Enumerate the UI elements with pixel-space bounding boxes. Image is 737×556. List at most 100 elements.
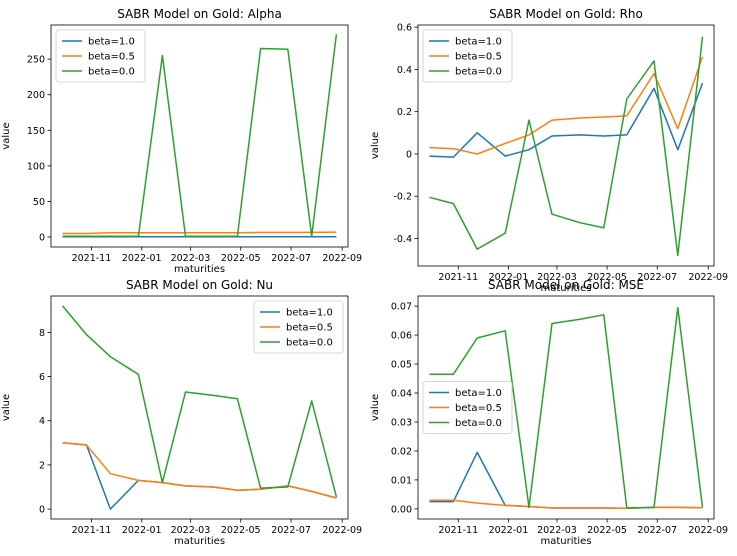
legend-label: beta=0.5	[455, 52, 502, 63]
legend-label: beta=0.5	[88, 52, 135, 63]
series-line-beta=0.5	[62, 231, 337, 235]
x-tick-label: 2021-11	[438, 525, 478, 536]
legend: beta=1.0 beta=0.5 beta=0.0	[253, 300, 344, 354]
axes-frame	[417, 295, 715, 520]
series-line-beta=1.0	[429, 451, 703, 510]
x-tick-label: 2022-05	[587, 525, 627, 536]
x-tick-label: 2022-07	[271, 525, 311, 536]
x-tick-label: 2022-01	[122, 253, 162, 264]
series-line-beta=0.0	[429, 36, 704, 257]
y-tick-label: -0.2	[393, 192, 412, 203]
y-tick-label: 0.02	[391, 446, 412, 457]
legend-box	[422, 381, 513, 434]
x-axis-label: maturities	[540, 283, 591, 294]
x-axis-label: maturities	[174, 264, 225, 275]
y-tick-label: 0.05	[391, 360, 412, 371]
x-tick-label: 2022-05	[587, 272, 627, 283]
legend-label: beta=1.0	[286, 308, 333, 319]
x-axis-label: maturities	[540, 536, 591, 547]
y-tick-label: 0.03	[391, 417, 412, 428]
y-tick-label: 0.2	[397, 107, 412, 118]
x-tick-label: 2021-11	[438, 272, 478, 283]
x-tick-label: 2022-07	[637, 272, 677, 283]
x-tick-label: 2022-05	[221, 253, 261, 264]
y-tick-label: 6	[39, 372, 45, 383]
y-tick-label: 0	[39, 505, 45, 516]
legend-label: beta=1.0	[88, 37, 135, 48]
x-tick-label: 2022-01	[122, 525, 162, 536]
series-line-beta=0.0	[429, 306, 704, 509]
x-tick-label: 2022-09	[322, 253, 362, 264]
y-tick-label: 0.04	[391, 389, 412, 400]
legend-box	[55, 29, 146, 83]
y-axis-label: value	[370, 132, 381, 159]
y-tick-label: 50	[33, 197, 45, 208]
chart-panel-3: SABR Model on Gold: MSE 2021-11 2022-01 202…	[370, 278, 728, 547]
y-tick-label: 0.07	[391, 302, 412, 313]
x-tick-label: 2022-03	[171, 525, 211, 536]
legend-box	[253, 300, 344, 354]
x-tick-label: 2022-01	[489, 525, 529, 536]
series-line-beta=1.0	[62, 442, 337, 510]
y-axis-label: value	[1, 394, 12, 421]
y-tick-label: 250	[27, 55, 45, 66]
legend: beta=1.0 beta=0.5 beta=0.0	[422, 381, 513, 434]
legend: beta=1.0 beta=0.5 beta=0.0	[55, 29, 146, 83]
chart-title: SABR Model on Gold: Alpha	[117, 7, 282, 21]
y-tick-label: 100	[27, 161, 45, 172]
chart-title: SABR Model on Gold: Rho	[489, 7, 643, 21]
chart-title: SABR Model on Gold: MSE	[488, 278, 644, 292]
legend-label: beta=0.5	[286, 323, 333, 334]
x-tick-label: 2022-03	[537, 525, 577, 536]
y-tick-label: 0.06	[391, 331, 412, 342]
series-line-beta=0.0	[62, 34, 338, 238]
y-tick-label: -0.4	[393, 234, 412, 245]
y-tick-label: 4	[39, 416, 45, 427]
legend-label: beta=1.0	[455, 37, 502, 48]
y-tick-label: 2	[39, 460, 45, 471]
legend-box	[422, 29, 513, 83]
y-tick-label: 0.00	[391, 504, 412, 515]
x-tick-label: 2022-03	[171, 253, 211, 264]
chart-title: SABR Model on Gold: Nu	[126, 278, 273, 292]
legend-label: beta=1.0	[455, 388, 502, 399]
x-axis-label: maturities	[174, 536, 225, 547]
chart-panel-2: SABR Model on Gold: Nu 2021-11 2022-01 2022…	[1, 278, 362, 547]
series-line-beta=0.5	[62, 442, 337, 499]
axes-frame	[50, 24, 349, 248]
y-tick-label: 150	[27, 126, 45, 137]
y-axis-label: value	[1, 122, 12, 149]
x-tick-label: 2021-11	[72, 253, 112, 264]
legend-label: beta=0.0	[455, 418, 502, 429]
x-tick-label: 2022-09	[322, 525, 362, 536]
y-tick-label: 8	[39, 328, 45, 339]
x-tick-label: 2022-07	[271, 253, 311, 264]
y-tick-label: 0	[406, 149, 412, 160]
y-tick-label: 0.4	[397, 65, 412, 76]
y-axis-label: value	[370, 394, 381, 421]
chart-panel-0: SABR Model on Gold: Alpha 2021-11 2022-01 2…	[1, 7, 362, 275]
legend-label: beta=0.0	[286, 338, 333, 349]
y-tick-label: 0	[39, 233, 45, 244]
x-tick-label: 2022-07	[637, 525, 677, 536]
axes-frame	[50, 295, 349, 520]
legend-label: beta=0.0	[455, 67, 502, 78]
x-tick-label: 2022-03	[537, 272, 577, 283]
chart-panel-1: SABR Model on Gold: Rho 2021-11 2022-01 202…	[370, 7, 728, 294]
x-tick-label: 2022-09	[688, 272, 728, 283]
series-line-beta=0.5	[429, 499, 703, 510]
legend-label: beta=0.5	[455, 403, 502, 414]
y-tick-label: 0.01	[391, 475, 412, 486]
legend: beta=1.0 beta=0.5 beta=0.0	[422, 29, 513, 83]
legend-label: beta=0.0	[88, 67, 135, 78]
series-line-beta=0.5	[429, 56, 704, 155]
series-line-beta=0.0	[61, 305, 338, 498]
y-tick-label: 0.6	[397, 23, 412, 34]
x-tick-label: 2021-11	[72, 525, 112, 536]
x-tick-label: 2022-09	[688, 525, 728, 536]
x-tick-label: 2022-01	[489, 272, 529, 283]
axes-frame	[417, 24, 715, 267]
y-tick-label: 200	[27, 90, 45, 101]
x-tick-label: 2022-05	[221, 525, 261, 536]
